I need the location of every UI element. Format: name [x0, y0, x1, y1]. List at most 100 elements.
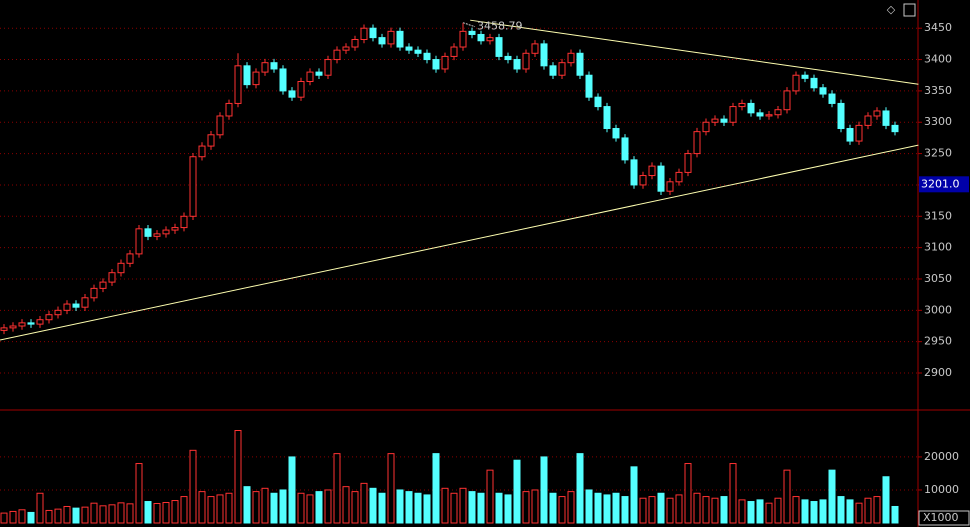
volume-bar	[873, 496, 881, 524]
candle-body	[72, 303, 80, 308]
candle-body	[261, 62, 269, 73]
candle-body	[486, 37, 494, 42]
volume-bar	[711, 497, 719, 524]
candle-body	[819, 87, 827, 95]
candle-body	[351, 38, 359, 48]
y-tick-label: 3350	[924, 84, 952, 97]
candle-body	[243, 65, 251, 86]
candle-body	[810, 77, 818, 89]
volume-bar	[216, 494, 224, 524]
y-tick-label: 3450	[924, 21, 952, 34]
volume-bar	[801, 499, 809, 524]
candle-body	[549, 65, 557, 76]
candle-body	[846, 128, 854, 142]
volume-bar	[171, 500, 179, 524]
volume-bar	[738, 499, 746, 524]
volume-bar	[756, 499, 764, 524]
volume-bar	[225, 492, 233, 524]
volume-bar	[9, 510, 17, 524]
candle-body	[828, 93, 836, 104]
volume-bar	[252, 491, 260, 524]
volume-bar	[477, 492, 485, 524]
volume-bar	[765, 502, 773, 524]
volume-bar	[189, 449, 197, 524]
candle-body	[54, 309, 62, 316]
volume-bar	[387, 453, 395, 524]
volume-bar	[405, 491, 413, 524]
volume-bar	[567, 491, 575, 524]
volume-bar	[459, 487, 467, 524]
y-tick-label: 3300	[924, 115, 952, 128]
volume-bar	[882, 476, 890, 524]
volume-bar	[486, 469, 494, 524]
candle-body	[333, 49, 341, 61]
volume-bar	[396, 489, 404, 524]
window-icon[interactable]	[903, 3, 916, 17]
candle-body	[864, 115, 872, 126]
volume-bar	[495, 492, 503, 524]
volume-bar	[612, 492, 620, 524]
volume-bar	[54, 508, 62, 524]
candle-body	[639, 175, 647, 186]
volume-bar	[684, 463, 692, 524]
y-tick-label: 3250	[924, 147, 952, 160]
volume-bar	[729, 463, 737, 524]
candle-body	[135, 228, 143, 255]
volume-bar	[891, 505, 899, 524]
volume-bar	[630, 466, 638, 524]
candle-body	[324, 59, 332, 76]
volume-bar	[162, 502, 170, 524]
candle-body	[729, 106, 737, 123]
volume-bar	[819, 499, 827, 524]
volume-bar	[513, 459, 521, 524]
volume-bar	[441, 487, 449, 524]
candle-body	[738, 102, 746, 108]
candle-body	[297, 80, 305, 98]
candle-body	[855, 124, 863, 142]
volume-bar	[603, 494, 611, 524]
candle-body	[657, 165, 665, 192]
volume-bar	[99, 505, 107, 524]
candle-body	[279, 68, 287, 92]
candle-body	[252, 71, 260, 86]
candle-body	[99, 281, 107, 289]
candle-body	[495, 37, 503, 57]
volume-bar	[72, 507, 80, 524]
volume-bar	[207, 496, 215, 524]
volume-bar	[855, 502, 863, 524]
volume-bar	[342, 486, 350, 524]
candle-body	[540, 43, 548, 67]
y-tick-label: 3150	[924, 209, 952, 222]
diamond-icon[interactable]: ◇	[887, 3, 896, 16]
volume-bar	[378, 492, 386, 524]
candle-body	[423, 52, 431, 61]
candle-body	[837, 102, 845, 130]
volume-bar	[468, 491, 476, 524]
candle-body	[666, 181, 674, 192]
candle-body	[108, 272, 116, 283]
candle-body	[81, 297, 89, 308]
candle-body	[612, 128, 620, 139]
volume-bar	[270, 492, 278, 524]
candle-body	[189, 156, 197, 217]
candle-body	[306, 71, 314, 82]
candle-body	[144, 228, 152, 237]
candle-body	[522, 52, 530, 70]
candle-body	[567, 52, 575, 64]
volume-bar	[108, 504, 116, 524]
candle-body	[585, 74, 593, 98]
candle-body	[315, 71, 323, 76]
candle-body	[630, 159, 638, 186]
volume-bar	[243, 486, 251, 524]
volume-bar	[846, 499, 854, 524]
volume-bar	[288, 456, 296, 524]
volume-bar	[594, 492, 602, 524]
candle-body	[207, 134, 215, 147]
volume-bar	[504, 494, 512, 524]
volume-bar	[27, 511, 35, 524]
volume-bar	[648, 496, 656, 524]
volume-unit: X1000	[923, 511, 959, 524]
candle-body	[675, 171, 683, 183]
